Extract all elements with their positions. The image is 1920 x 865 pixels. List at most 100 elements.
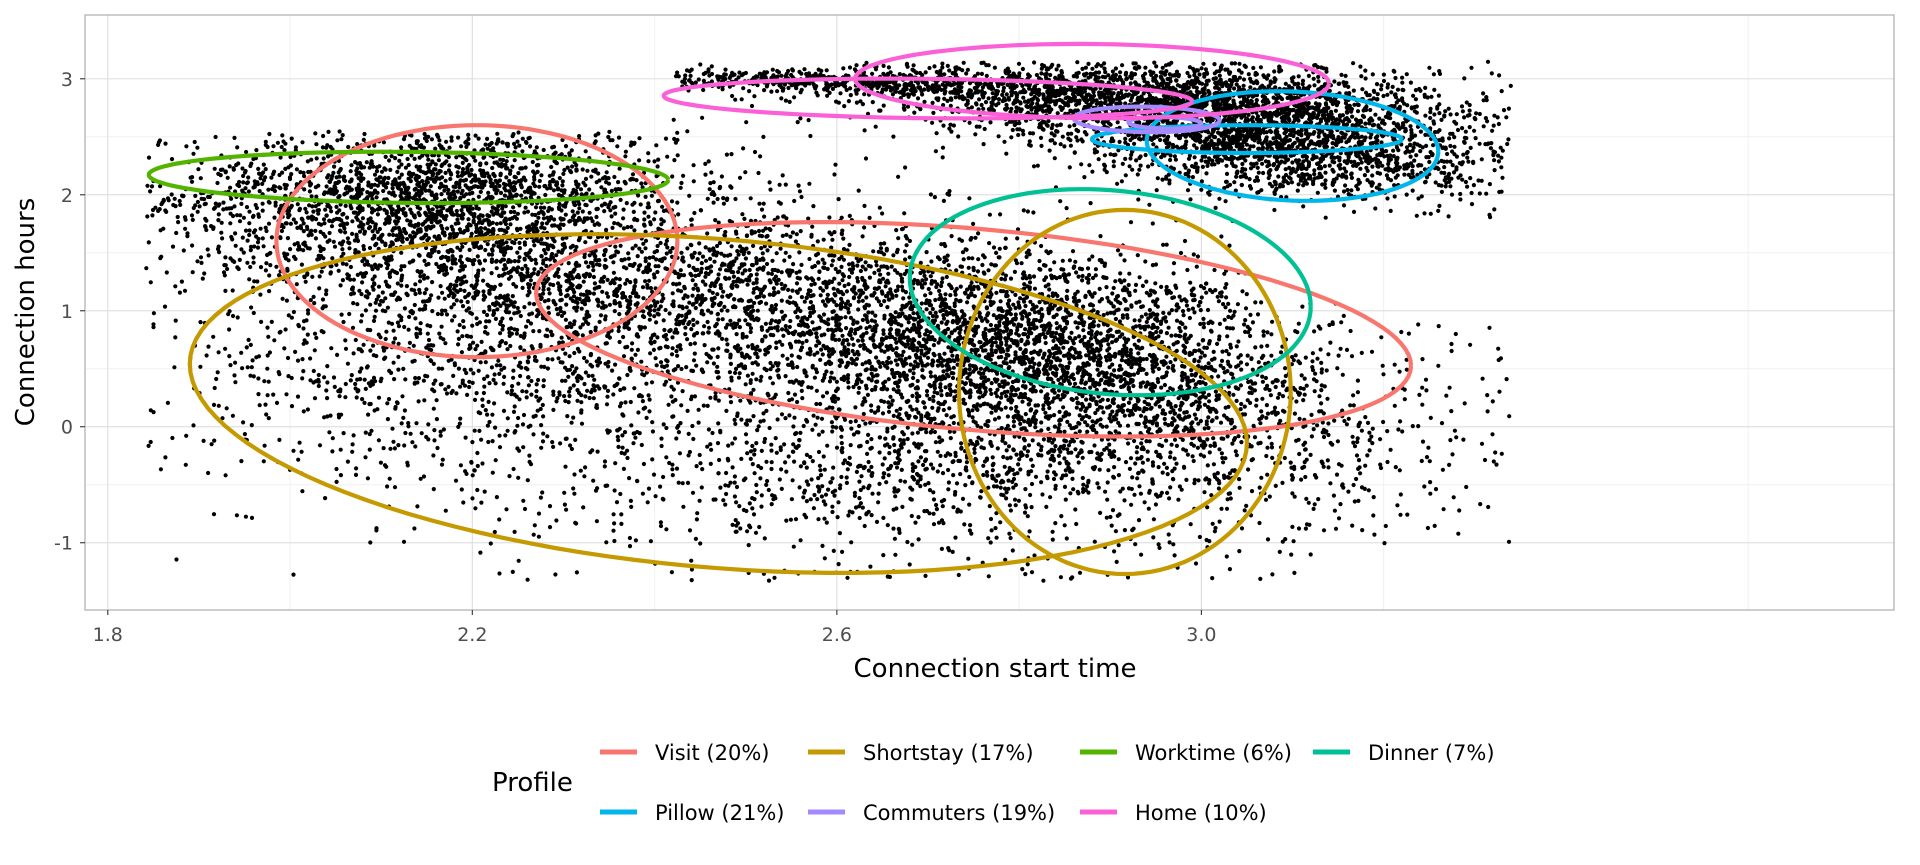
data-point [474,282,479,287]
data-point [620,291,626,296]
data-point [510,164,515,169]
data-point [511,188,516,193]
data-point [205,247,210,252]
data-point [478,161,483,166]
data-point [818,293,823,298]
data-point [312,348,317,353]
data-point [689,253,694,258]
data-point [321,133,326,139]
data-point [1171,271,1176,276]
data-point [243,186,248,191]
data-point [779,298,784,303]
data-point [965,300,970,305]
data-point [833,293,838,298]
data-point [764,234,769,239]
data-point [544,221,550,226]
data-point [402,183,407,188]
data-point [773,302,779,308]
data-point [402,227,407,232]
data-point [681,259,686,264]
data-point [694,299,699,304]
data-point [367,165,372,170]
data-point [497,183,502,189]
data-point [615,144,620,149]
data-point [967,367,972,372]
data-point [663,332,669,338]
data-point [652,250,657,255]
data-point [342,191,348,196]
data-point [881,328,886,333]
data-point [725,196,730,201]
data-point [699,308,705,313]
data-point [308,298,313,303]
data-point [863,260,868,265]
data-point [830,334,835,339]
data-point [463,156,468,161]
data-point [478,181,484,186]
data-point [490,165,495,171]
data-point [967,363,973,368]
data-point [302,274,307,279]
data-point [646,264,651,269]
data-point [499,339,505,344]
data-point [494,141,499,146]
data-point [823,346,828,351]
data-point [755,267,760,272]
data-point [555,270,560,275]
data-point [768,227,773,232]
data-point [334,189,339,194]
data-point [967,474,972,480]
data-point [1062,429,1067,434]
data-point [577,202,582,207]
data-point [708,269,714,274]
data-point [355,142,360,147]
data-point [647,278,652,283]
data-point [428,184,433,189]
data-point [560,179,565,184]
data-point [688,271,693,276]
data-point [788,318,793,324]
data-point [558,305,563,311]
data-point [697,251,702,256]
data-point [294,282,299,287]
data-point [338,223,343,228]
data-point [342,226,347,231]
data-point [665,154,670,159]
data-point [745,373,751,378]
data-point [544,279,549,284]
data-point [352,195,357,200]
data-point [923,293,928,298]
data-point [611,205,616,210]
data-point [617,284,622,289]
data-point [497,227,502,232]
data-point [528,195,533,200]
data-point [180,193,185,198]
data-point [564,235,569,240]
data-point [754,272,759,277]
data-point [723,229,728,235]
data-point [445,226,450,231]
data-point [462,288,467,293]
data-point [639,359,644,364]
data-point [606,181,612,186]
data-point [570,283,575,288]
data-point [566,374,571,379]
data-point [303,206,308,211]
data-point [814,253,819,258]
data-point [607,129,612,134]
data-point [301,326,306,331]
data-point [1073,259,1078,264]
data-point [692,210,697,216]
data-point [802,299,807,304]
data-point [700,331,705,336]
data-point [283,327,288,332]
data-point [198,255,204,260]
data-point [683,332,688,337]
data-point [302,174,307,179]
data-point [833,337,838,342]
data-point [733,366,739,371]
data-point [575,210,580,215]
data-point [387,190,392,195]
data-point [387,158,392,163]
data-point [483,226,488,231]
